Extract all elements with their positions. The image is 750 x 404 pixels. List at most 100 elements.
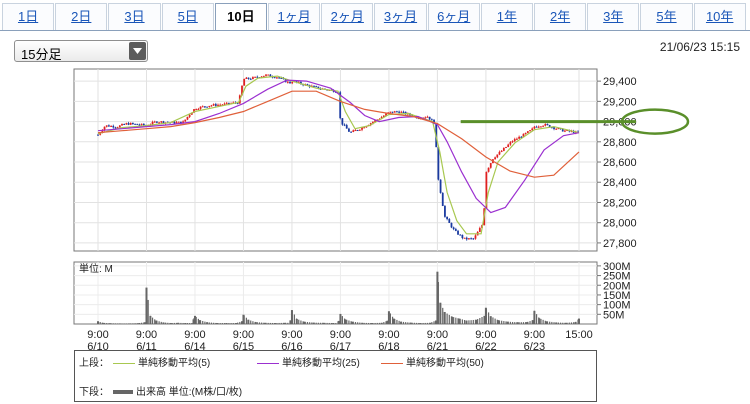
volume-bar [143,322,145,324]
volume-bar [242,314,245,324]
volume-bar [573,322,575,324]
legend-item-ma50: 単純移動平均(50) [381,354,484,369]
candle-body [513,139,516,142]
volume-bar [518,322,520,324]
volume-bar [474,319,477,324]
candle-body [374,120,377,122]
volume-bar [352,321,354,324]
volume-bar [365,322,367,324]
volume-bar [232,323,234,324]
volume-bar [197,318,199,324]
volume-bar [557,322,559,324]
volume-bar [461,319,463,324]
x-tick-time: 9:00 [281,329,302,341]
candle-body [210,105,213,107]
volume-bar [526,322,529,324]
volume-tick-label: 250M [603,271,631,283]
volume-bar [302,321,304,324]
volume-bar [195,316,197,324]
candle-body [544,124,547,126]
tab-13[interactable]: 10年 [693,3,746,30]
tab-7[interactable]: 3ヶ月 [374,3,427,30]
candle-body [195,109,198,111]
tab-4[interactable]: 10日 [214,3,267,31]
volume-bar [411,322,413,324]
volume-bar [261,322,263,324]
volume-bar [226,323,228,324]
tab-5[interactable]: 1ヶ月 [268,3,321,30]
volume-bar [241,321,243,324]
volume-bar [559,322,562,324]
tab-9[interactable]: 1年 [480,3,533,30]
candle-body [430,119,433,121]
tab-1[interactable]: 2日 [55,3,108,30]
volume-bar [217,323,219,324]
volume-bar [470,320,472,324]
candle-body [426,116,429,118]
candle-body [291,82,294,84]
tab-3[interactable]: 5日 [161,3,214,30]
volume-bar [230,323,232,324]
volume-bar [457,318,459,324]
candle-body [439,179,442,193]
volume-bar [274,323,276,324]
volume-bar [433,321,435,324]
volume-bar [291,310,293,324]
candle-body [461,234,464,239]
ma-line-0 [97,75,580,235]
volume-bar [136,323,138,324]
dropdown-arrow-icon[interactable] [129,42,146,60]
volume-bar [326,322,328,324]
volume-bar [341,316,343,324]
candle-body [105,125,108,127]
tab-8[interactable]: 6ヶ月 [427,3,480,30]
candle-body [400,111,403,113]
tab-12[interactable]: 5年 [640,3,693,30]
tab-6[interactable]: 2ヶ月 [321,3,374,30]
volume-bar [370,323,372,324]
volume-bar [193,315,196,324]
volume-bar [103,322,106,324]
candle-body [269,74,272,77]
volume-bar [182,322,184,324]
volume-bar [141,322,143,324]
volume-bar [429,322,431,324]
volume-bar [282,322,285,324]
volume-panel [73,261,598,325]
candle-body [190,112,193,115]
volume-bar [276,322,278,324]
volume-bar [498,320,501,324]
volume-bar [114,323,117,324]
volume-bar [562,322,564,324]
candle-body [566,130,569,132]
candle-body [225,102,228,104]
candle-body [489,163,492,168]
candle-body [354,130,357,132]
tab-10[interactable]: 2年 [534,3,587,30]
tab-11[interactable]: 3年 [587,3,640,30]
volume-bar [350,321,352,324]
period-select[interactable]: 15分足 [14,40,148,62]
candle-body [352,130,355,132]
price-tick-label: 29,200 [603,96,637,108]
volume-bar [237,322,239,324]
candle-body [382,115,385,118]
tab-2[interactable]: 3日 [108,3,161,30]
volume-bar [121,323,123,324]
candle-body [208,105,211,107]
candle-body [273,77,276,79]
volume-bar [466,320,468,324]
volume-bar [119,323,121,324]
volume-bar [324,322,326,324]
volume-bar [304,321,306,324]
volume-bar [313,322,315,324]
volume-bar [494,318,496,324]
candle-body [197,108,200,110]
volume-bar [167,322,169,324]
candle-body [108,125,110,127]
volume-bar [389,313,391,324]
candle-body [522,133,525,138]
volume-tick-label: 200M [603,280,631,292]
candle-body [110,125,112,127]
tab-0[interactable]: 1日 [2,3,55,30]
